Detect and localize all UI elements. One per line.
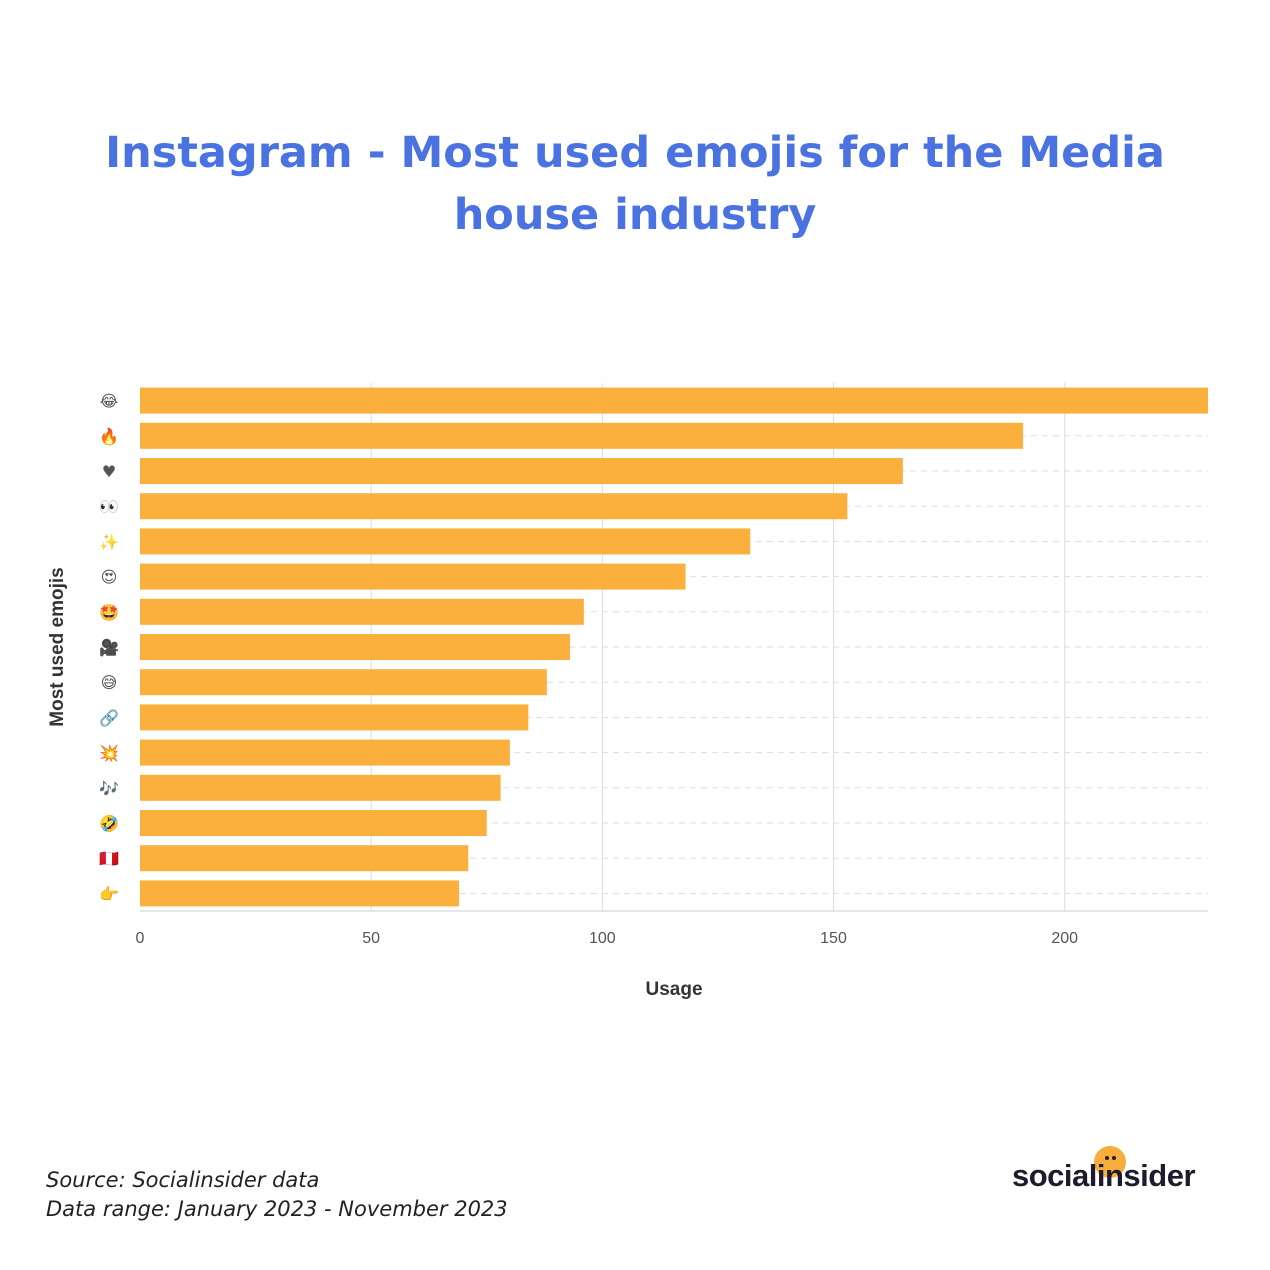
category-label: 🔥 [99, 427, 119, 446]
x-axis-title: Usage [645, 979, 702, 1000]
bar-14 [140, 880, 460, 907]
bar-6 [140, 598, 584, 625]
bars-layer [140, 387, 1208, 907]
bar-13 [140, 845, 469, 872]
category-label: ✨ [99, 532, 119, 551]
brand-logo: socialinsider [1012, 1146, 1222, 1200]
bar-9 [140, 704, 529, 731]
bar-8 [140, 669, 547, 696]
x-tick-label: 100 [589, 930, 616, 947]
x-tick-label: 200 [1051, 930, 1078, 947]
chart-title: Instagram - Most used emojis for the Med… [105, 128, 1165, 240]
data-range-note: Data range: January 2023 - November 2023 [46, 1197, 508, 1221]
bar-4 [140, 528, 751, 555]
bar-10 [140, 739, 510, 766]
bar-7 [140, 634, 570, 660]
bar-0 [140, 387, 1208, 414]
source-note: Source: Socialinsider data [46, 1168, 320, 1192]
category-label: 🤣 [98, 814, 119, 834]
category-label: 🇵🇪 [99, 849, 119, 868]
category-label: 🔗 [99, 708, 119, 727]
y-tick-labels: 😂 🔥 ♥ 👀 ✨ 😍 🤩 🎥 😅 🔗 💥 🎶 🤣 🇵🇪 👉 [98, 392, 119, 904]
logo-face-icon [1105, 1156, 1116, 1170]
x-tick-labels: 0 50 100 150 200 [136, 930, 1079, 947]
category-label: 😂 [100, 392, 119, 411]
x-tick-label: 150 [820, 930, 847, 947]
bar-2 [140, 458, 903, 484]
footer: Source: Socialinsider data Data range: J… [46, 1166, 508, 1224]
category-label: ♥ [102, 462, 116, 481]
y-axis-title: Most used emojis [47, 567, 68, 726]
category-label: 🎥 [99, 638, 119, 657]
category-label: 😅 [101, 673, 118, 692]
category-label: 🎶 [99, 779, 119, 798]
brand-name: socialinsider [1012, 1158, 1196, 1193]
category-label: 😍 [101, 568, 118, 587]
category-label: 👀 [99, 497, 119, 516]
category-label: 💥 [99, 744, 119, 763]
x-tick-label: 50 [362, 930, 380, 947]
bar-5 [140, 563, 686, 590]
category-label: 🤩 [99, 603, 119, 622]
category-label: 👉 [99, 884, 119, 903]
bar-11 [140, 774, 501, 801]
bar-3 [140, 493, 848, 520]
x-tick-label: 0 [136, 930, 145, 947]
bar-1 [140, 422, 1024, 449]
bar-12 [140, 810, 487, 836]
